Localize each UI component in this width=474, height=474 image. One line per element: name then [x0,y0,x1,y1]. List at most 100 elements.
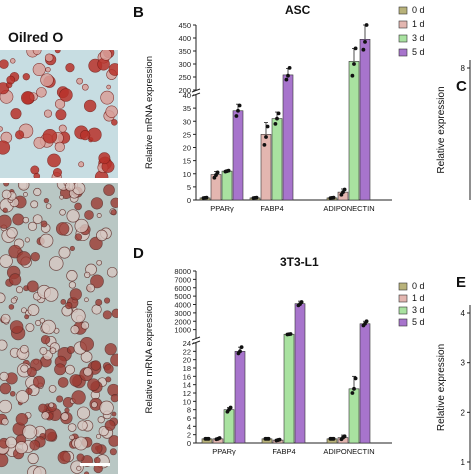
lipid-droplet [10,58,16,64]
lipid-droplet [96,212,102,218]
lipid-droplet [109,448,117,456]
micrograph-top-image [0,50,118,178]
lipid-droplet [110,353,118,367]
oil-red-micrograph-bottom [0,183,118,474]
lipid-droplet [54,363,67,376]
lipid-droplet [64,183,76,192]
legend-label: 5 d [412,317,425,327]
y-tick-label: 0 [187,196,191,205]
lipid-droplet [105,376,112,383]
panel-d-title: 3T3-L1 [280,255,319,269]
data-point [266,436,271,441]
data-point [331,195,336,200]
lipid-droplet [3,183,10,187]
partial-y-tick-label: 2 [461,408,466,417]
lipid-droplet [6,227,18,239]
y-tick-label: 6 [187,414,191,423]
lipid-droplet [100,90,115,105]
bar-5d [294,303,306,444]
lipid-droplet [95,298,103,306]
lipid-droplet [55,222,70,236]
lipid-droplet [54,141,65,153]
lipid-droplet [91,442,103,455]
data-point [288,332,293,336]
y-tick-label: 10 [183,397,191,406]
lipid-droplet [0,214,12,229]
y-tick-label: 30 [183,117,191,126]
lipid-droplet [80,351,93,363]
lipid-droplet [0,382,12,395]
lipid-droplet [78,161,85,168]
lipid-droplet [42,128,58,144]
y-tick-label: 12 [183,389,191,398]
lipid-droplet [40,334,51,345]
data-point [363,40,367,44]
lipid-droplet [15,413,29,426]
partial-y-axis-label: Relative expression [436,86,447,173]
lipid-droplet [96,229,108,242]
oil-red-micrograph-top [0,50,118,178]
lipid-droplet [96,433,102,439]
legend-swatch [398,20,408,29]
lipid-droplet [96,259,102,266]
data-point [234,114,239,118]
lipid-droplet [83,99,97,113]
lipid-droplet [69,434,75,441]
lipid-droplet [60,299,67,305]
data-point [342,434,347,439]
y-tick-label: 20 [183,144,191,153]
y-tick-label: 7000 [174,275,191,284]
lipid-droplet [8,304,15,310]
bar-3d [221,170,233,201]
lipid-droplet [84,210,94,220]
data-point [361,47,366,52]
lipid-droplet [0,371,9,382]
lipid-droplet [97,416,105,424]
lipid-droplet [54,98,66,110]
lipid-droplet [54,50,61,54]
lipid-droplet [58,246,71,259]
data-point [353,376,358,381]
lipid-droplet [90,401,98,409]
lipid-droplet [103,184,115,196]
y-tick-label: 300 [178,60,191,69]
lipid-droplet [66,270,78,282]
lipid-droplet [29,439,41,451]
y-tick-label: 16 [183,372,191,381]
lipid-droplet [17,183,30,191]
lipid-droplet [69,245,75,252]
y-tick-label: 2000 [174,317,191,326]
lipid-droplet [22,73,30,81]
data-point [276,111,281,116]
y-tick-label: 8000 [174,267,191,276]
y-tick-label: 250 [178,73,191,82]
lipid-droplet [0,292,6,304]
legend-label: 3 d [412,305,425,315]
lipid-droplet [22,216,30,224]
data-point [350,391,355,395]
lipid-droplet [55,109,67,121]
data-point [286,73,290,78]
y-tick-label: 2 [187,431,191,440]
data-point [264,135,268,139]
lipid-droplet [43,287,59,302]
lipid-droplet [9,320,24,334]
data-point [262,142,267,147]
lipid-droplet [30,252,40,262]
bar-3d [271,118,283,201]
lipid-droplet [60,412,70,421]
x-category-label: FABP4 [260,204,283,213]
lipid-droplet [30,200,39,209]
lipid-droplet [90,197,104,210]
lipid-droplet [15,441,28,455]
data-point [254,195,259,200]
lipid-droplet [27,221,38,231]
lipid-droplet [76,77,83,85]
y-axis-label: Relative mRNA expression [144,301,155,414]
lipid-droplet [41,319,56,335]
bar-3d [348,388,360,444]
lipid-droplet [81,83,89,91]
lipid-droplet [20,307,27,314]
data-point [287,66,292,70]
data-point [350,73,355,78]
